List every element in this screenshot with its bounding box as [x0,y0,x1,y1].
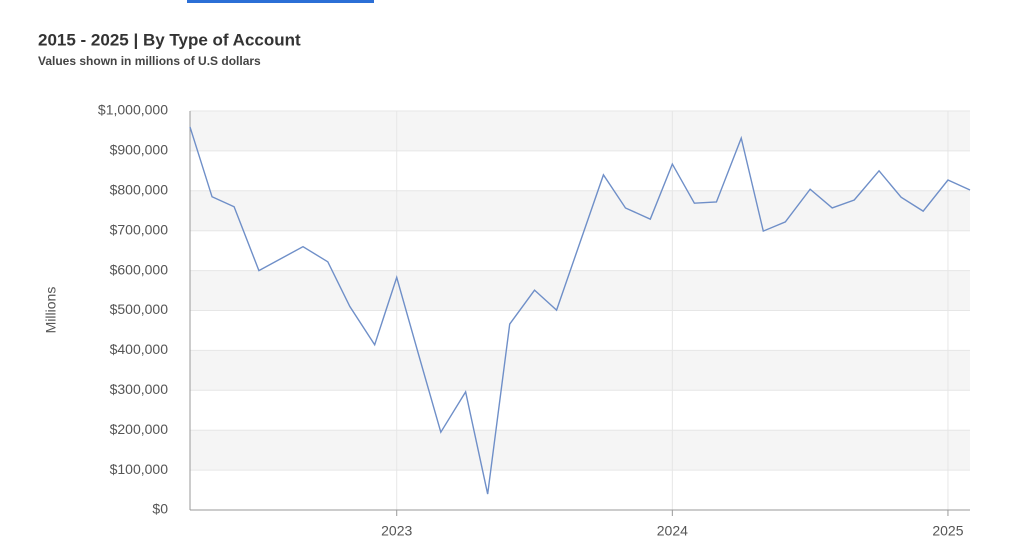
tab-indicator [187,0,374,3]
chart-subtitle: Values shown in millions of U.S dollars [38,54,261,68]
y-tick-label: $700,000 [110,221,169,237]
y-tick-label: $300,000 [110,381,169,397]
y-tick-label: $200,000 [110,421,169,437]
y-tick-label: $500,000 [110,301,169,317]
plot: $0 $100,000 $200,000 $300,000 $400,000 $500,0… [98,102,971,539]
y-tick-label: $900,000 [110,142,169,158]
x-tick-label: 2023 [381,523,412,539]
y-tick-label: $0 [152,501,168,517]
x-tick-label: 2025 [932,523,963,539]
grid-band [190,350,970,391]
y-tick-label: $600,000 [110,261,169,277]
y-tick-label: $800,000 [110,182,169,198]
y-axis-label: Millions [43,287,59,334]
grid-band [190,190,970,231]
y-tick-label: $400,000 [110,341,169,357]
line [189,126,971,495]
grid-band [190,270,970,311]
chart-title: 2015 - 2025 | By Type of Account [38,30,301,49]
grid-band [190,111,970,151]
y-tick-label: $100,000 [110,461,169,477]
grid-band [190,430,970,471]
x-tick-label: 2024 [657,523,688,539]
y-tick-label: $1,000,000 [98,102,168,118]
